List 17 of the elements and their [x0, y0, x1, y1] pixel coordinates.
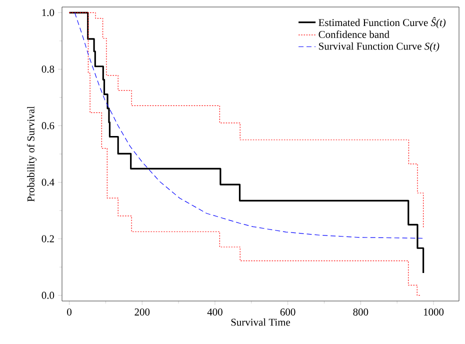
- y-tick-label: 0.6: [42, 122, 54, 130]
- y-tick-label: 0.0: [42, 292, 54, 299]
- x-tick-label: 200: [134, 308, 150, 316]
- x-axis-title: Survival Time: [231, 318, 290, 326]
- legend-label: Estimated Function Curve Ŝ(t): [318, 17, 446, 28]
- legend-label: Survival Function Curve S(t): [319, 42, 440, 52]
- y-tick-label: 1.0: [42, 9, 54, 16]
- x-tick-label: 600: [280, 308, 296, 316]
- x-tick-label: 1000: [424, 308, 444, 316]
- y-axis-title: Probability of Survival: [26, 106, 37, 202]
- x-tick-label: 0: [67, 308, 72, 316]
- legend-label: Confidence band: [318, 30, 390, 38]
- x-tick-label: 400: [207, 308, 222, 316]
- y-tick-label: 0.2: [42, 235, 54, 242]
- y-tick-label: 0.4: [42, 178, 54, 186]
- y-tick-label: 0.8: [42, 66, 54, 73]
- x-tick-label: 800: [353, 308, 368, 316]
